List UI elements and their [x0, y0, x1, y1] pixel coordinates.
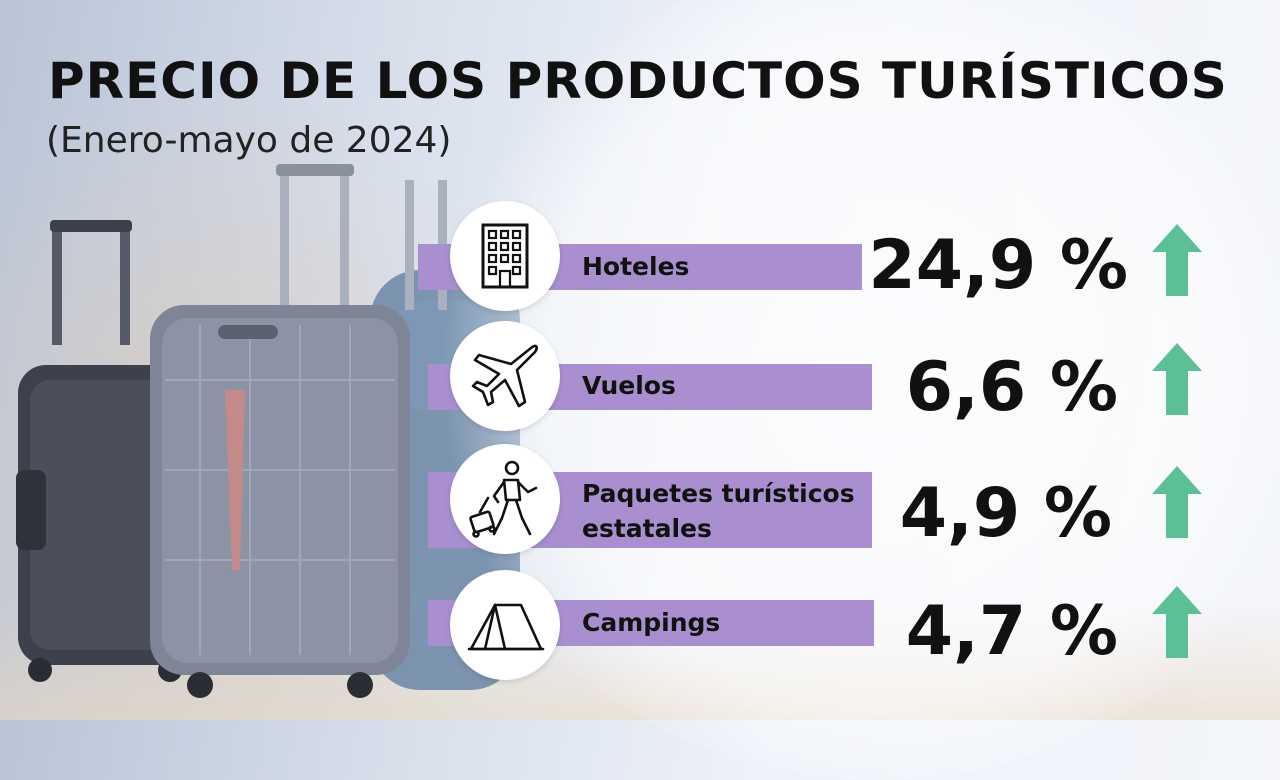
traveler-with-suitcase-icon [469, 460, 538, 538]
icon-badge [450, 570, 560, 680]
item-value: 4,7 % [905, 592, 1118, 671]
arrow-up-icon [1152, 586, 1202, 658]
arrow-up-icon [1152, 224, 1202, 296]
item-value: 6,6 % [905, 348, 1118, 427]
item-value: 4,9 % [899, 474, 1112, 553]
icon-badge [450, 444, 560, 554]
item-label: Vuelos [582, 371, 676, 400]
item-label: Hoteles [582, 252, 690, 281]
icon-badge [450, 321, 560, 431]
item-value: 24,9 % [868, 226, 1128, 305]
airplane-icon [471, 344, 538, 408]
icon-badge [450, 201, 560, 311]
arrow-up-icon [1152, 343, 1202, 415]
arrow-up-icon [1152, 466, 1202, 538]
item-label-line1: Paquetes turísticos [582, 479, 855, 508]
page-subtitle: (Enero-mayo de 2024) [46, 120, 452, 161]
page-title: PRECIO DE LOS PRODUCTOS TURÍSTICOS [48, 52, 1228, 110]
tent-icon [467, 603, 545, 651]
item-label-line2: estatales [582, 514, 712, 543]
item-label: Campings [582, 608, 721, 637]
hotel-building-icon [481, 223, 529, 289]
